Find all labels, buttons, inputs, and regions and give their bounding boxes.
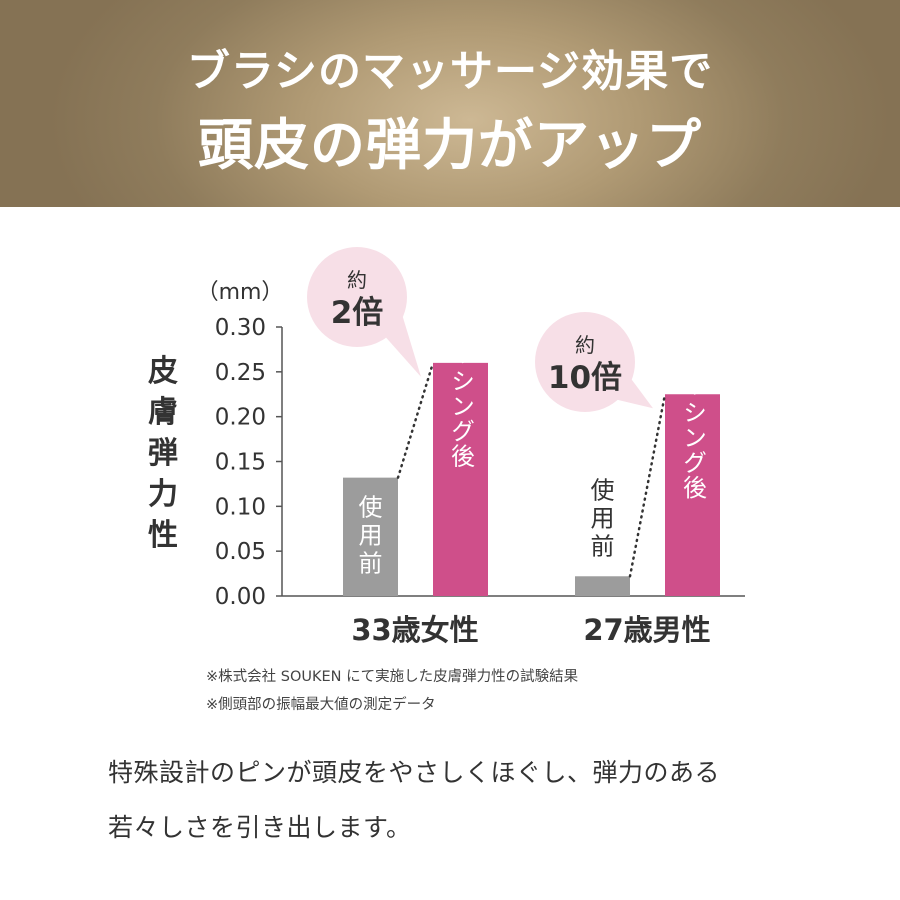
description-line-2: 若々しさを引き出します。: [108, 813, 412, 842]
bar-after-label: ブラッシング後: [679, 325, 707, 500]
ratio-bubble-value: 10倍: [548, 360, 622, 396]
ratio-bubble-value: 2倍: [331, 295, 384, 331]
description-line-1: 特殊設計のピンが頭皮をやさしくほぐし、弾力のある: [108, 758, 721, 787]
y-axis-unit: （mm）: [197, 280, 284, 305]
bar-after: [433, 362, 488, 596]
elasticity-bar-chart: （mm） 皮膚弾力性 0.300.250.200.150.100.050.00 …: [148, 247, 745, 647]
y-tick-label: 0.30: [215, 315, 266, 341]
bar-connector: [396, 361, 435, 479]
bar-before-label: 使用前: [591, 476, 615, 560]
ratio-bubble-prefix: 約: [575, 333, 595, 357]
y-tick-label: 0.05: [215, 539, 266, 565]
ratio-bubble: [535, 312, 635, 412]
y-axis-label: 皮膚弾力性: [148, 354, 178, 553]
ratio-bubble-prefix: 約: [347, 268, 367, 292]
y-tick-label: 0.20: [215, 405, 266, 431]
headline-line-2: 頭皮の弾力がアップ: [197, 113, 702, 177]
x-category-label: 33歳女性: [351, 613, 478, 647]
y-tick-label: 0.25: [215, 360, 266, 386]
y-axis-label-text: 皮膚弾力性: [148, 354, 178, 553]
bar-before: [343, 477, 398, 596]
y-axis-ticks: 0.30 0.25 0.20 0.15 0.10 0.05 0.00: [215, 315, 282, 610]
headline-line-1: ブラシのマッサージ効果で: [186, 47, 714, 97]
x-axis-categories: 33歳女性 27歳男性: [351, 613, 710, 647]
header-banner: ブラシのマッサージ効果で 頭皮の弾力がアップ: [0, 0, 900, 207]
y-tick-label: 0.10: [215, 494, 266, 520]
bar-after-label: ブラッシング後: [447, 293, 475, 468]
footnote-source: ※株式会社 SOUKEN にて実施した皮膚弾力性の試験結果: [206, 669, 579, 685]
ratio-bubble: [307, 247, 407, 347]
y-tick-label: 0.00: [215, 584, 266, 610]
y-tick-label: 0.15: [215, 450, 266, 476]
bar-before-label: 使用前: [359, 494, 383, 578]
footnote-measurement: ※側頭部の振幅最大値の測定データ: [206, 697, 436, 713]
x-category-label: 27歳男性: [583, 613, 710, 647]
bar-before: [575, 576, 630, 596]
bar-after: [665, 394, 720, 596]
bar-connector: [628, 393, 667, 578]
ratio-bubble-tail: [610, 376, 653, 409]
